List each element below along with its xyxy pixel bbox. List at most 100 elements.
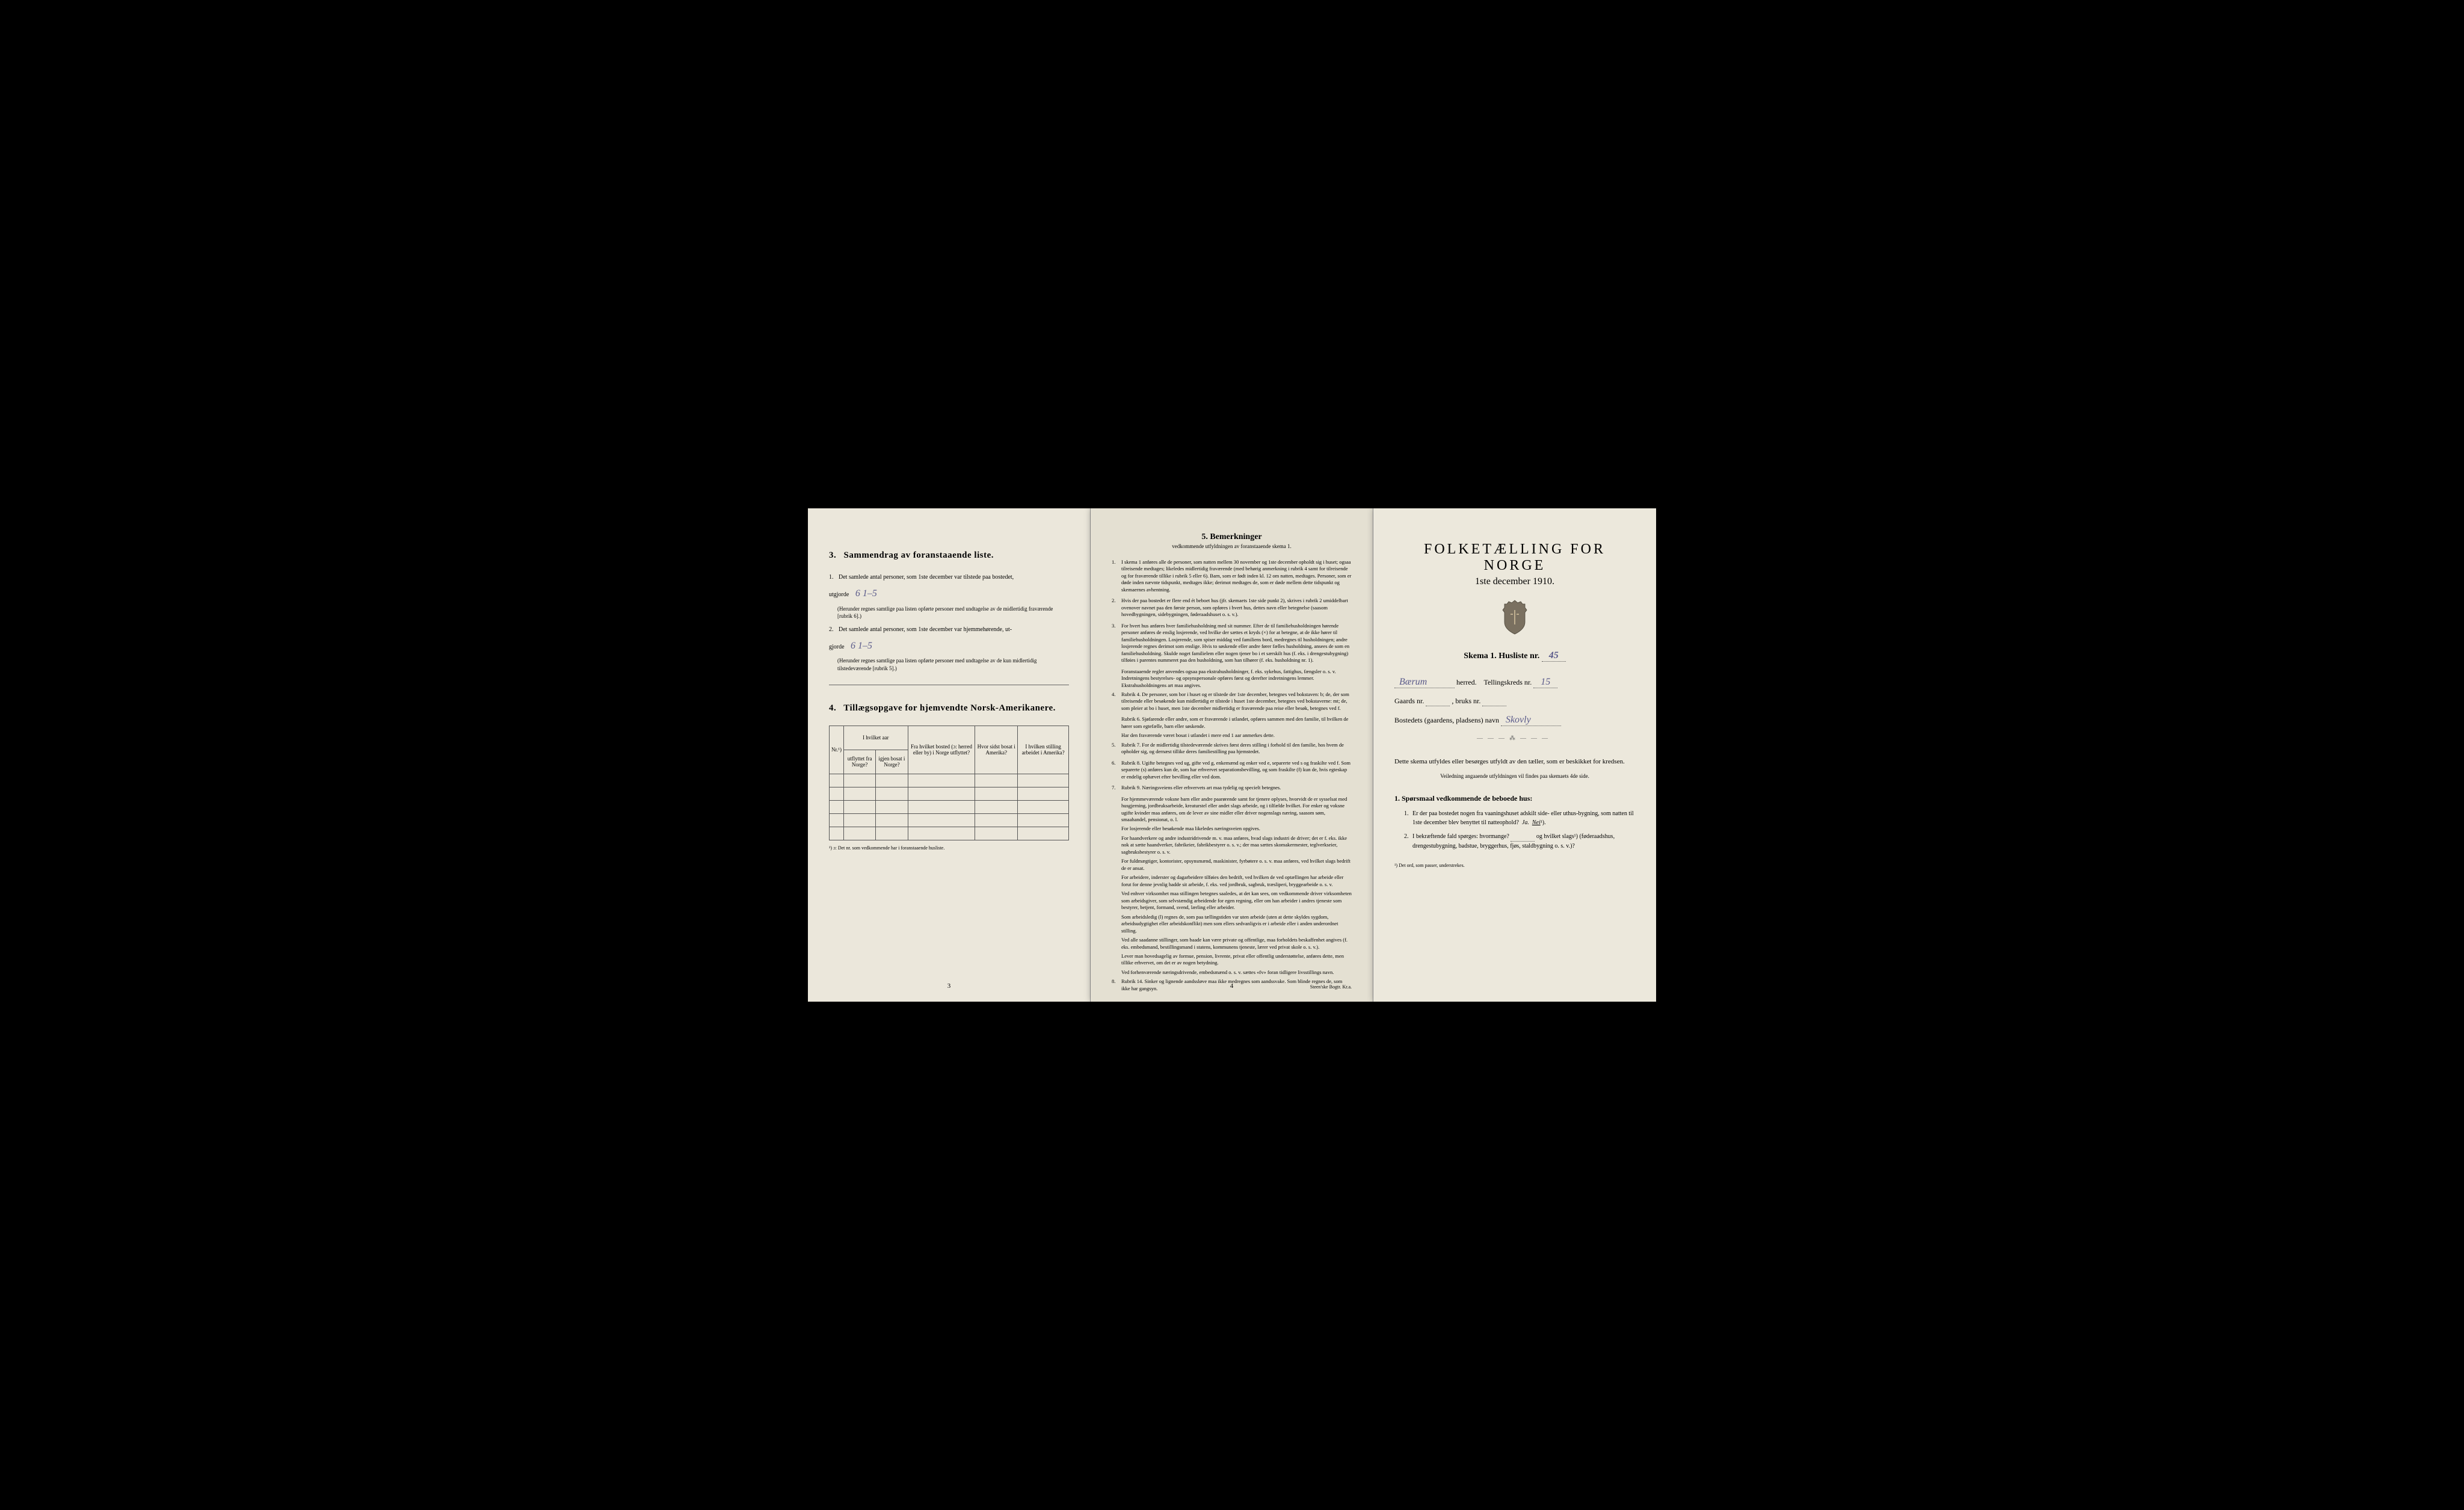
th-amerika: Hvor sidst bosat i Amerika? [975,726,1018,774]
th-bosat: igjen bosat i Norge? [876,750,908,774]
remark-4: 4.Rubrik 4. De personer, som bor i huset… [1112,691,1352,712]
th-utflyttet: utflyttet fra Norge? [843,750,875,774]
remark-7-e9: Ved forhenværende næringsdrivende, embed… [1121,969,1352,976]
remark-7-e1: For losjerende eller besøkende maa likel… [1121,825,1352,832]
footnote-right: ¹) Det ord, som passer, understrekes. [1394,863,1635,868]
question-2: 2. I bekræftende fald spørges: hvormange… [1404,832,1635,851]
page-number-left: 3 [947,982,951,990]
document-container: 3. Sammendrag av foranstaaende liste. 1.… [808,508,1656,1002]
questions-heading: 1. Spørsmaal vedkommende de beboede hus: [1394,794,1635,803]
bosted-label: Bostedets (gaardens, pladsens) navn [1394,716,1499,724]
skema-label: Skema 1. Husliste nr. [1464,652,1539,661]
table-row [830,827,1069,840]
gaards-nr [1426,697,1450,706]
q1-num: 1. [1404,809,1409,818]
remark-7-e4: For arbeidere, inderster og dagarbeidere… [1121,874,1352,888]
remark-4-extra1: Rubrik 6. Sjøfarende eller andre, som er… [1121,716,1352,730]
remark-7-e0: For hjemmeværende voksne barn eller andr… [1121,796,1352,824]
item2-label: 2. [829,626,834,633]
tellingskreds-nr: 15 [1533,677,1557,688]
remarks-subtitle: vedkommende utfyldningen av foranstaaend… [1112,543,1352,549]
footer-printer: Steen'ske Bogtr. Kr.a. [1310,984,1352,990]
bruks-label: , bruks nr. [1452,697,1480,705]
item1-label: 1. [829,574,834,581]
instruction-text: Dette skema utfyldes eller besørges utfy… [1394,757,1635,767]
page-number-middle: 4 [1230,982,1234,990]
table-row [830,774,1069,787]
q2-num: 2. [1404,832,1409,841]
page-middle: 5. Bemerkninger vedkommende utfyldningen… [1091,508,1373,1002]
remark-7-e5: Ved enhver virksomhet maa stillingen bet… [1121,890,1352,911]
herred-name: Bærum [1394,677,1455,688]
th-aar: I hvilket aar [843,726,908,750]
th-stilling: I hvilken stilling arbeidet i Amerika? [1018,726,1069,774]
questions-heading-num: 1. [1394,794,1400,803]
item1-prefix: utgjorde [829,591,849,598]
page-right: FOLKETÆLLING FOR NORGE 1ste december 191… [1373,508,1656,1002]
remark-2: 2.Hvis der paa bostedet er flere end ét … [1112,597,1352,618]
section3-number: 3. [829,550,836,561]
q1-nei: Nei [1532,819,1541,826]
item1-sub: (Herunder regnes samtlige paa listen opf… [837,605,1069,620]
section4-text: Tillægsopgave for hjemvendte Norsk-Ameri… [843,703,1056,713]
coat-of-arms-icon [1500,599,1530,635]
th-nr: Nr.¹) [830,726,844,774]
tellingskreds-label: Tellingskreds nr. [1483,678,1532,686]
item1-handwritten: 6 1–5 [851,586,882,602]
skema-line: Skema 1. Husliste nr. 45 [1394,650,1635,662]
q1-ja: Ja. [1522,819,1529,826]
main-subtitle: 1ste december 1910. [1394,576,1635,587]
herred-label: herred. [1456,678,1477,686]
ornament: ―――⁂――― [1394,735,1635,742]
th-bosted: Fra hvilket bosted (ɔ: herred eller by) … [908,726,975,774]
remark-7-e2: For haandverkere og andre industridriven… [1121,835,1352,855]
item1-text: Det samlede antal personer, som 1ste dec… [839,574,1014,581]
remark-3-extra: Foranstaaende regler anvendes ogsaa paa … [1121,668,1352,689]
item2-line: 2. Det samlede antal personer, som 1ste … [829,625,1069,635]
remark-7: 7.Rubrik 9. Næringsveiens eller erhverve… [1112,784,1352,791]
item2-prefix: gjorde [829,644,845,650]
remark-1: 1.I skema 1 anføres alle de personer, so… [1112,559,1352,593]
table-row [830,787,1069,800]
remarks-title: 5. Bemerkninger [1112,532,1352,542]
item2-handwritten: 6 1–5 [846,638,877,654]
remark-7-e6: Som arbeidsledig (l) regnes de, som paa … [1121,914,1352,934]
table-footnote: ¹) ɔ: Det nr. som vedkommende har i fora… [829,845,1069,851]
gaards-label: Gaards nr. [1394,697,1424,705]
q1-sup: ¹). [1541,819,1546,826]
main-title: FOLKETÆLLING FOR NORGE [1394,541,1635,574]
gaards-line: Gaards nr. , bruks nr. [1394,697,1635,706]
husliste-nr: 45 [1542,650,1566,662]
bruks-nr [1482,697,1506,706]
item1-line: 1. Det samlede antal personer, som 1ste … [829,573,1069,582]
remark-3: 3.For hvert hus anføres hver familiehush… [1112,623,1352,664]
remark-6: 6.Rubrik 8. Ugifte betegnes ved ug, gift… [1112,760,1352,780]
bosted-name: Skovly [1501,715,1561,726]
item2-sub: (Herunder regnes samtlige paa listen opf… [837,657,1069,672]
section3-title: 3. Sammendrag av foranstaaende liste. [829,550,1069,561]
section3-text: Sammendrag av foranstaaende liste. [844,550,994,560]
remark-7-e7: Ved alle saadanne stillinger, som baade … [1121,937,1352,951]
remark-7-e8: Lever man hovedsagelig av formue, pensio… [1121,953,1352,967]
item2-value-line: gjorde 6 1–5 [829,638,1069,654]
bosted-line: Bostedets (gaardens, pladsens) navn Skov… [1394,715,1635,726]
section4-number: 4. [829,703,836,713]
remark-5: 5.Rubrik 7. For de midlertidig tilstedev… [1112,742,1352,756]
q2-text: I bekræftende fald spørges: hvormange? [1412,833,1509,840]
item2-text: Det samlede antal personer, som 1ste dec… [839,626,1012,633]
remark-4-extra2: Har den fraværende været bosat i utlande… [1121,732,1352,739]
question-1: 1. Er der paa bostedet nogen fra vaaning… [1404,809,1635,827]
remarks-num: 5. [1201,532,1208,541]
herred-line: Bærum herred. Tellingskreds nr. 15 [1394,677,1635,688]
page-left: 3. Sammendrag av foranstaaende liste. 1.… [808,508,1091,1002]
questions-heading-text: Spørsmaal vedkommende de beboede hus: [1402,794,1532,803]
instruction-sub: Veiledning angaaende utfyldningen vil fi… [1394,773,1635,779]
table-row [830,800,1069,813]
table-body [830,774,1069,840]
table-row [830,813,1069,827]
remarks-text: Bemerkninger [1210,532,1261,541]
section4-title: 4. Tillægsopgave for hjemvendte Norsk-Am… [829,703,1069,713]
amerikanere-table: Nr.¹) I hvilket aar Fra hvilket bosted (… [829,726,1069,840]
item1-value-line: utgjorde 6 1–5 [829,586,1069,602]
remark-7-e3: For fuldmægtiger, kontorister, opsynsmæn… [1121,858,1352,872]
